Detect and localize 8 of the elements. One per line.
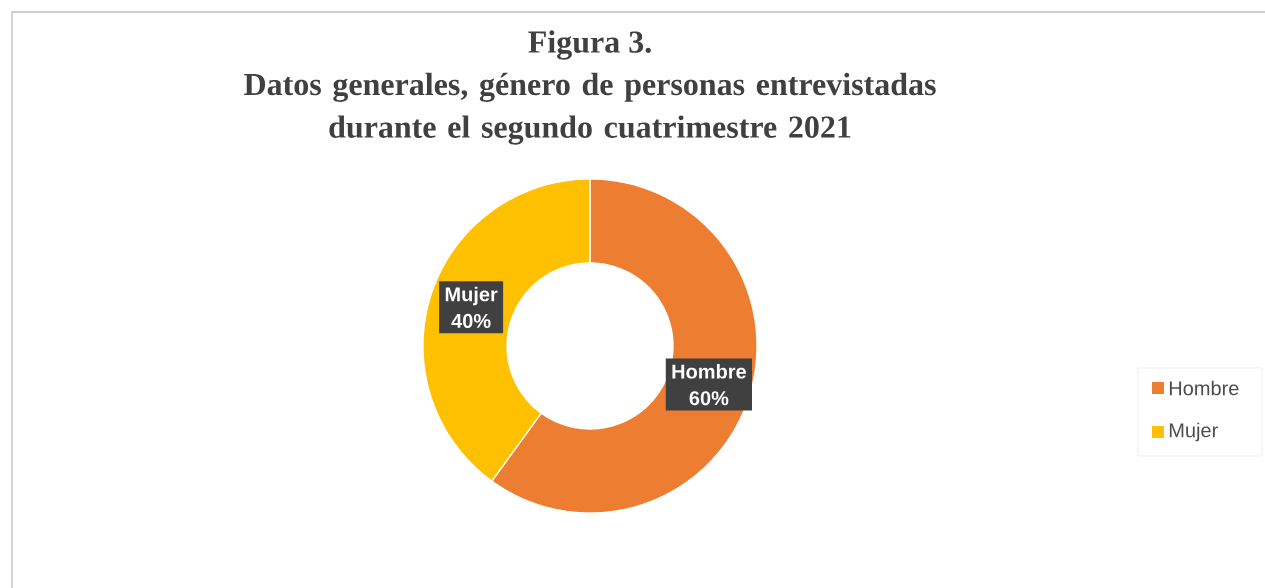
chart-title: Figura 3. [528,30,651,60]
chart-subtitle: Datos generales, género de personas entrevistadas durante el segundo cuatrimestre 2021 [244,72,936,145]
legend-label: Hombre [1169,380,1239,396]
data-label: 40% [451,313,491,329]
legend-label: Mujer [1169,422,1218,442]
slice-label: Mujer [445,286,498,306]
slice-label: Hombre [672,363,746,379]
data-label: 60% [689,391,729,406]
